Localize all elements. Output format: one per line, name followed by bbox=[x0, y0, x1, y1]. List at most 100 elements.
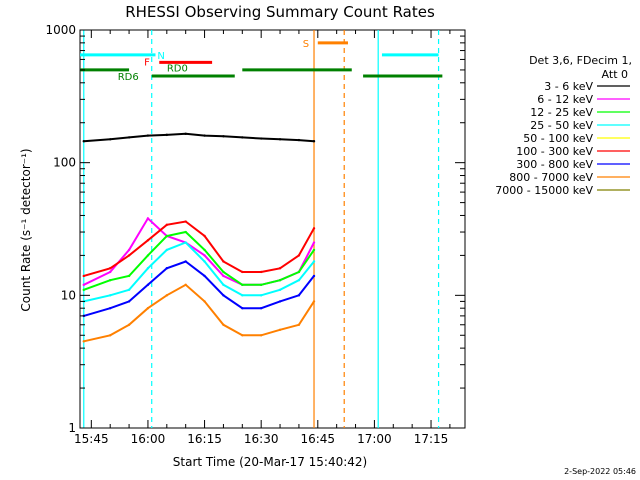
flag-bars: NF RD0 RD6 S bbox=[80, 39, 443, 83]
y-tick-label-1: 10 bbox=[61, 288, 76, 302]
series-point-3-3 bbox=[146, 267, 150, 270]
series-point-2-0 bbox=[82, 288, 85, 292]
series-point-3-5 bbox=[184, 241, 187, 244]
x-tick-label-4: 16:45 bbox=[300, 432, 335, 446]
series-point-0-12 bbox=[312, 140, 316, 143]
legend-label-0: 3 - 6 keV bbox=[544, 80, 593, 93]
series-point-5-3 bbox=[146, 239, 150, 242]
series-point-3-1 bbox=[108, 294, 112, 297]
series-point-2-11 bbox=[297, 270, 301, 274]
series-point-5-6 bbox=[203, 234, 206, 238]
series-point-6-6 bbox=[203, 274, 206, 278]
series-point-6-1 bbox=[108, 306, 112, 310]
series-point-2-5 bbox=[184, 230, 187, 234]
series-point-2-10 bbox=[278, 279, 282, 282]
series-line-1 bbox=[83, 216, 315, 286]
x-tick-label-6: 17:15 bbox=[414, 432, 449, 446]
series-point-2-6 bbox=[203, 248, 206, 252]
series-point-7-6 bbox=[203, 300, 206, 303]
series-point-3-8 bbox=[241, 294, 244, 297]
series-point-6-10 bbox=[278, 300, 282, 303]
series-point-0-9 bbox=[259, 137, 263, 140]
legend-label-7: 800 - 7000 keV bbox=[509, 171, 593, 184]
series-point-0-8 bbox=[241, 136, 244, 139]
series-point-5-7 bbox=[222, 260, 225, 263]
flag-label-n: N bbox=[157, 51, 164, 62]
series-point-5-11 bbox=[297, 254, 301, 257]
series-point-2-9 bbox=[259, 283, 263, 287]
y-axis-label: Count Rate (s⁻¹ detector⁻¹) bbox=[19, 148, 33, 311]
legend-label-8: 7000 - 15000 keV bbox=[495, 184, 593, 197]
plot-frame bbox=[79, 29, 466, 429]
timestamp: 2-Sep-2022 05:46 bbox=[564, 467, 636, 476]
series-point-7-9 bbox=[259, 334, 263, 337]
series-point-6-5 bbox=[184, 260, 187, 263]
series-point-3-4 bbox=[165, 248, 169, 252]
series-point-5-9 bbox=[259, 270, 263, 274]
series-point-3-9 bbox=[259, 294, 263, 297]
series-point-7-8 bbox=[241, 334, 244, 337]
flag-label-s: S bbox=[303, 39, 309, 50]
chart-title: RHESSI Observing Summary Count Rates bbox=[125, 3, 435, 21]
series-point-2-1 bbox=[108, 279, 112, 282]
series-point-7-1 bbox=[108, 334, 112, 337]
series-point-3-10 bbox=[278, 288, 282, 292]
series-point-6-2 bbox=[127, 300, 131, 303]
series-point-6-11 bbox=[297, 294, 301, 297]
series-point-7-7 bbox=[222, 323, 225, 326]
y-axis-ticks: 1 10 100 1000 bbox=[45, 23, 465, 435]
flag-label-rd6: RD6 bbox=[118, 72, 139, 83]
x-tick-label-5: 17:00 bbox=[357, 432, 392, 446]
series-point-7-12 bbox=[312, 300, 316, 303]
series-point-1-0 bbox=[82, 283, 85, 287]
series-line-6 bbox=[83, 260, 315, 317]
series-point-0-10 bbox=[278, 138, 282, 141]
series-point-3-6 bbox=[203, 260, 206, 263]
y-tick-label-2: 100 bbox=[53, 156, 76, 170]
series-point-6-9 bbox=[259, 306, 263, 310]
series-point-5-8 bbox=[241, 270, 244, 274]
series-point-7-4 bbox=[165, 294, 169, 297]
series-point-5-0 bbox=[82, 274, 85, 278]
series-point-6-4 bbox=[165, 267, 169, 270]
series-point-2-2 bbox=[127, 274, 131, 278]
legend-label-6: 300 - 800 keV bbox=[516, 158, 593, 171]
series-point-0-1 bbox=[108, 138, 112, 141]
series-point-3-12 bbox=[312, 260, 316, 263]
series-point-1-2 bbox=[127, 248, 131, 252]
series-point-1-6 bbox=[203, 254, 206, 257]
series-point-6-3 bbox=[146, 283, 150, 287]
series-point-2-7 bbox=[222, 270, 225, 274]
series-point-0-2 bbox=[127, 136, 131, 139]
series-point-0-6 bbox=[203, 134, 206, 137]
series-point-2-12 bbox=[312, 248, 316, 252]
series-point-7-10 bbox=[278, 328, 282, 331]
series-point-0-3 bbox=[146, 134, 150, 137]
series-point-6-12 bbox=[312, 274, 316, 278]
series-point-7-3 bbox=[146, 306, 150, 310]
series-point-2-3 bbox=[146, 254, 150, 257]
series-point-6-7 bbox=[222, 294, 225, 297]
series-point-5-10 bbox=[278, 267, 282, 270]
series-point-2-4 bbox=[165, 234, 169, 238]
x-tick-label-2: 16:15 bbox=[187, 432, 222, 446]
series-point-0-5 bbox=[184, 132, 187, 136]
series-point-3-11 bbox=[297, 279, 301, 282]
series-point-1-1 bbox=[108, 270, 112, 274]
data-series bbox=[82, 132, 316, 343]
legend-label-2: 12 - 25 keV bbox=[530, 106, 593, 119]
series-point-7-11 bbox=[297, 323, 301, 326]
series-point-7-5 bbox=[184, 283, 187, 287]
legend-header-line1: Det 3,6, FDecim 1, bbox=[529, 54, 632, 67]
legend-label-1: 6 - 12 keV bbox=[537, 93, 593, 106]
series-point-5-2 bbox=[127, 254, 131, 257]
x-tick-label-1: 16:00 bbox=[131, 432, 166, 446]
series-point-7-2 bbox=[127, 323, 131, 326]
flag-label-rd0: RD0 bbox=[167, 64, 188, 75]
legend-label-3: 25 - 50 keV bbox=[530, 119, 593, 132]
series-point-3-2 bbox=[127, 288, 131, 292]
series-point-0-7 bbox=[222, 135, 225, 138]
series-point-0-0 bbox=[82, 140, 85, 143]
